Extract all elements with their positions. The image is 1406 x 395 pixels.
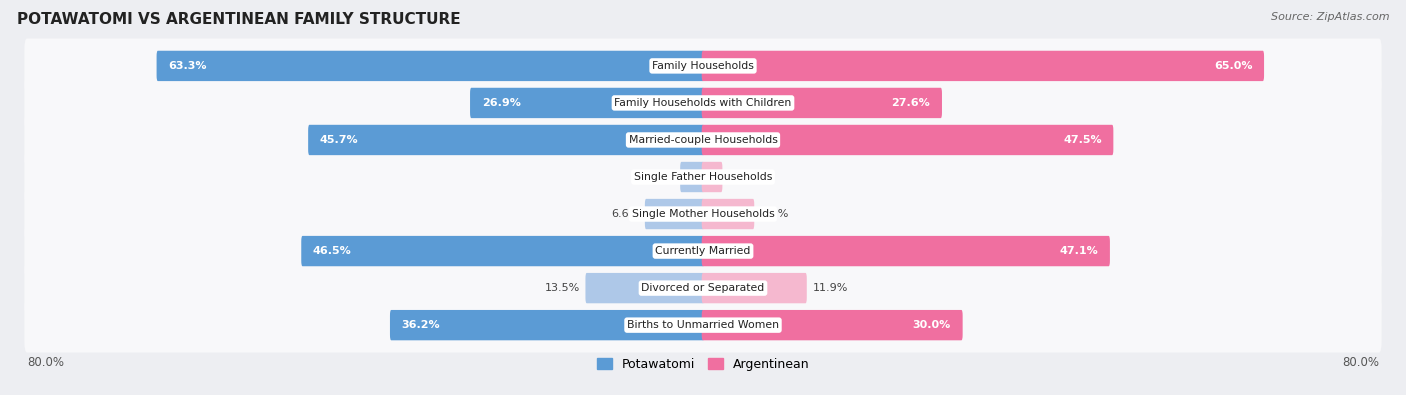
- FancyBboxPatch shape: [585, 273, 704, 303]
- Text: 36.2%: 36.2%: [402, 320, 440, 330]
- FancyBboxPatch shape: [24, 186, 1382, 241]
- FancyBboxPatch shape: [470, 88, 704, 118]
- FancyBboxPatch shape: [702, 125, 1114, 155]
- FancyBboxPatch shape: [681, 162, 704, 192]
- Text: 27.6%: 27.6%: [891, 98, 931, 108]
- Text: 47.5%: 47.5%: [1063, 135, 1102, 145]
- FancyBboxPatch shape: [24, 224, 1382, 278]
- Text: 2.5%: 2.5%: [647, 172, 675, 182]
- Text: Family Households: Family Households: [652, 61, 754, 71]
- Text: 13.5%: 13.5%: [544, 283, 579, 293]
- Text: 6.6%: 6.6%: [612, 209, 640, 219]
- Text: 26.9%: 26.9%: [482, 98, 520, 108]
- Text: Single Father Households: Single Father Households: [634, 172, 772, 182]
- FancyBboxPatch shape: [702, 162, 723, 192]
- Text: 63.3%: 63.3%: [169, 61, 207, 71]
- Text: 2.1%: 2.1%: [728, 172, 756, 182]
- FancyBboxPatch shape: [702, 51, 1264, 81]
- Text: 30.0%: 30.0%: [912, 320, 950, 330]
- FancyBboxPatch shape: [702, 310, 963, 340]
- Text: 45.7%: 45.7%: [319, 135, 359, 145]
- FancyBboxPatch shape: [24, 75, 1382, 130]
- FancyBboxPatch shape: [156, 51, 704, 81]
- FancyBboxPatch shape: [24, 150, 1382, 205]
- Text: Divorced or Separated: Divorced or Separated: [641, 283, 765, 293]
- Text: Family Households with Children: Family Households with Children: [614, 98, 792, 108]
- Text: Married-couple Households: Married-couple Households: [628, 135, 778, 145]
- FancyBboxPatch shape: [24, 39, 1382, 93]
- FancyBboxPatch shape: [389, 310, 704, 340]
- Text: Single Mother Households: Single Mother Households: [631, 209, 775, 219]
- FancyBboxPatch shape: [301, 236, 704, 266]
- Text: 47.1%: 47.1%: [1060, 246, 1098, 256]
- FancyBboxPatch shape: [24, 261, 1382, 316]
- FancyBboxPatch shape: [24, 113, 1382, 167]
- Text: POTAWATOMI VS ARGENTINEAN FAMILY STRUCTURE: POTAWATOMI VS ARGENTINEAN FAMILY STRUCTU…: [17, 12, 461, 27]
- Text: 80.0%: 80.0%: [1341, 356, 1379, 369]
- Text: Births to Unmarried Women: Births to Unmarried Women: [627, 320, 779, 330]
- Text: Currently Married: Currently Married: [655, 246, 751, 256]
- Text: 80.0%: 80.0%: [27, 356, 65, 369]
- Text: 65.0%: 65.0%: [1213, 61, 1253, 71]
- FancyBboxPatch shape: [702, 199, 754, 229]
- Legend: Potawatomi, Argentinean: Potawatomi, Argentinean: [592, 353, 814, 376]
- Text: 5.8%: 5.8%: [759, 209, 789, 219]
- Text: 46.5%: 46.5%: [314, 246, 352, 256]
- Text: 11.9%: 11.9%: [813, 283, 848, 293]
- FancyBboxPatch shape: [702, 88, 942, 118]
- FancyBboxPatch shape: [645, 199, 704, 229]
- Text: Source: ZipAtlas.com: Source: ZipAtlas.com: [1271, 12, 1389, 22]
- FancyBboxPatch shape: [308, 125, 704, 155]
- FancyBboxPatch shape: [702, 273, 807, 303]
- FancyBboxPatch shape: [702, 236, 1109, 266]
- FancyBboxPatch shape: [24, 298, 1382, 353]
